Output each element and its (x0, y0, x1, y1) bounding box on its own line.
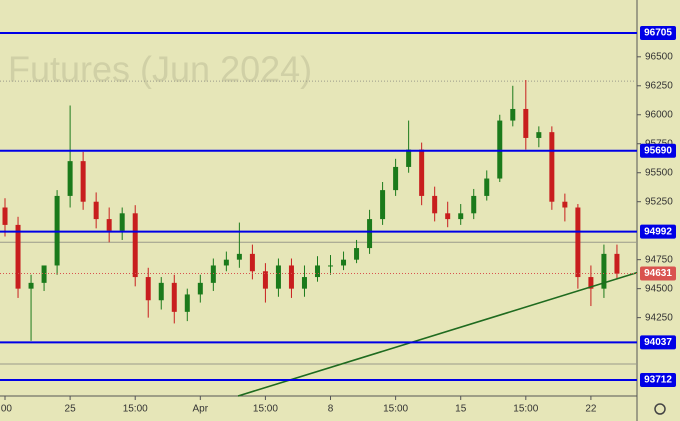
level-box (640, 335, 676, 350)
candle-body (15, 224, 21, 289)
candle-body (67, 161, 73, 196)
candle-body (184, 294, 190, 312)
x-tick-label: 15:00 (513, 404, 538, 415)
candle-body (419, 149, 425, 196)
y-tick-label: 96250 (645, 80, 673, 91)
candle-body (288, 265, 294, 289)
candle-body (458, 213, 464, 220)
candle-body (497, 120, 503, 179)
x-tick-label: 25 (65, 404, 77, 415)
candle-body (562, 201, 568, 208)
candle-body (171, 282, 177, 312)
candle-body (132, 213, 138, 278)
candle-body (523, 108, 529, 138)
y-tick-label: 95500 (645, 167, 673, 178)
x-tick-label: 8 (328, 404, 334, 415)
y-tick-label: 96000 (645, 109, 673, 120)
candle-body (145, 277, 151, 301)
level-box (640, 26, 676, 41)
candle-body (328, 265, 334, 267)
candle-body (197, 282, 203, 295)
candle-body (210, 265, 216, 283)
candle-body (41, 265, 47, 283)
level-label: 94992 (644, 226, 672, 237)
candle-body (28, 282, 34, 289)
x-tick-label: Apr (193, 404, 209, 415)
x-tick-label: 22 (585, 404, 597, 415)
x-tick-label: 15:00 (253, 404, 278, 415)
level-box (640, 143, 676, 158)
candle-body (432, 195, 438, 214)
candle-body (341, 259, 347, 266)
y-tick-label: 96500 (645, 51, 673, 62)
candle-body (314, 265, 320, 278)
y-tick-label: 94250 (645, 312, 673, 323)
candle-body (601, 253, 607, 289)
level-label: 96705 (644, 28, 672, 39)
watermark: Futures (Jun 2024) (8, 49, 312, 90)
candle-body (249, 253, 255, 272)
candle-body (158, 282, 164, 301)
candle-body (275, 265, 281, 289)
last-price-box (640, 266, 676, 281)
level-label: 95690 (644, 145, 672, 156)
candle-body (262, 271, 268, 289)
candle-body (223, 259, 229, 266)
x-tick-label: 15:00 (383, 404, 408, 415)
candle-body (484, 178, 490, 196)
level-box (640, 224, 676, 239)
x-tick-label: 15:00 (123, 404, 148, 415)
candle-body (393, 166, 399, 191)
settings-icon[interactable] (654, 403, 666, 415)
x-tick-label: 15 (455, 404, 467, 415)
y-tick-label: 94750 (645, 254, 673, 265)
level-label: 94037 (644, 337, 672, 348)
candle-body (549, 132, 555, 202)
candle-body (106, 219, 112, 231)
candle-body (445, 213, 451, 220)
candle-body (471, 195, 477, 214)
y-tick-label: 94500 (645, 283, 673, 294)
candle-body (2, 207, 8, 225)
y-tick-label: 95250 (645, 196, 673, 207)
candle-body (367, 219, 373, 249)
candle-body (119, 213, 125, 231)
candle-body (80, 161, 86, 202)
candle-body (93, 201, 99, 220)
candle-body (380, 190, 386, 220)
last-price-label: 94631 (644, 268, 672, 279)
candle-body (614, 253, 620, 274)
candle-body (588, 277, 594, 289)
candle-body (301, 277, 307, 289)
x-tick-label: :00 (0, 404, 12, 415)
level-label: 93712 (644, 375, 672, 386)
level-box (640, 373, 676, 388)
candle-body (510, 108, 516, 121)
trendline (237, 271, 638, 397)
candle-body (575, 207, 581, 278)
candle-body (236, 253, 242, 260)
candle-body (354, 248, 360, 260)
candle-body (406, 149, 412, 167)
candle-body (536, 132, 542, 138)
